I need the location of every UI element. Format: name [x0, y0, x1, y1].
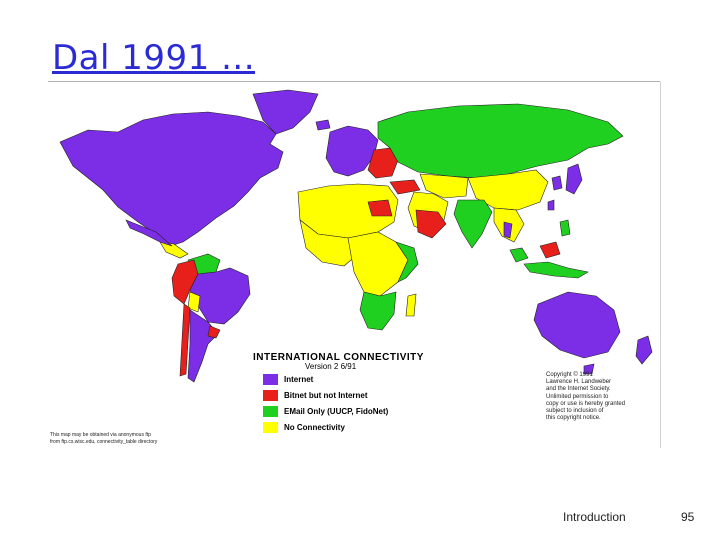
legend-title: INTERNATIONAL CONNECTIVITY [253, 352, 424, 363]
legend-version: Version 2 6/91 [305, 362, 357, 371]
legend-label-email: EMail Only (UUCP, FidoNet) [284, 407, 389, 416]
region-egypt [367, 199, 393, 217]
page-number: 95 [681, 510, 695, 524]
region-australia [533, 291, 621, 359]
region-korea [551, 175, 563, 191]
map-legend: INTERNATIONAL CONNECTIVITY Version 2 6/9… [253, 352, 463, 435]
legend-item-email: EMail Only (UUCP, FidoNet) [253, 404, 463, 419]
region-ussr [377, 103, 624, 179]
legend-item-internet: Internet [253, 372, 463, 387]
region-saudi-arabia [415, 209, 447, 239]
legend-label-internet: Internet [284, 375, 314, 384]
region-colombia-peru [171, 259, 199, 305]
region-bolivia [187, 291, 201, 313]
region-central-asia [419, 173, 469, 199]
world-map [59, 89, 653, 383]
legend-label-none: No Connectivity [284, 423, 345, 432]
region-southern-africa [359, 291, 397, 331]
footer-label: Introduction [563, 510, 626, 524]
legend-label-bitnet: Bitnet but not Internet [284, 391, 368, 400]
legend-swatch-email [263, 406, 278, 417]
region-central-africa [347, 231, 409, 297]
region-malaysia [509, 247, 529, 263]
legend-swatch-bitnet [263, 390, 278, 401]
region-east-africa [395, 241, 419, 283]
region-madagascar [405, 293, 417, 317]
connectivity-map: INTERNATIONAL CONNECTIVITY Version 2 6/9… [48, 82, 661, 448]
region-mexico [125, 219, 173, 247]
source-line: from ftp.cs.wisc.edu, connectivity_table… [50, 438, 158, 445]
region-japan [565, 163, 583, 195]
legend-swatch-internet [263, 374, 278, 385]
region-new-zealand [635, 335, 653, 365]
region-india [453, 199, 493, 249]
region-borneo [539, 241, 561, 259]
region-western-europe [325, 125, 379, 177]
source-note: This map may be obtained via anonymous f… [50, 432, 200, 445]
region-philippines [559, 219, 571, 237]
legend-swatch-none [263, 422, 278, 433]
slide-title: Dal 1991 ... [52, 38, 256, 78]
source-line: This map may be obtained via anonymous f… [50, 432, 151, 438]
region-west-africa [299, 219, 359, 267]
copyright-line: subject to inclusion of [546, 408, 604, 415]
copyright-line: Unlimited permission to [546, 393, 609, 400]
region-uruguay [207, 325, 221, 339]
copyright-line: and the Internet Society. [546, 386, 611, 393]
legend-item-bitnet: Bitnet but not Internet [253, 388, 463, 403]
region-iceland [315, 119, 331, 131]
copyright-line: Copyright © 1991 [546, 372, 593, 378]
region-central-america [159, 241, 189, 259]
region-greenland [252, 89, 319, 135]
copyright-line: copy or use is hereby granted [546, 400, 626, 407]
title-divider [48, 81, 660, 82]
region-thailand [503, 221, 513, 239]
region-taiwan [547, 199, 555, 211]
copyright-line: this copyright notice. [546, 415, 601, 422]
copyright-notice: Copyright © 1991 Lawrence H. Landweber a… [546, 372, 658, 422]
region-tasmania [583, 363, 595, 375]
region-north-america [59, 111, 284, 247]
legend-item-none: No Connectivity [253, 420, 463, 435]
region-chile [179, 303, 191, 377]
copyright-line: Lawrence H. Landweber [546, 379, 612, 386]
region-turkey [389, 179, 421, 195]
region-indonesia [523, 261, 589, 279]
